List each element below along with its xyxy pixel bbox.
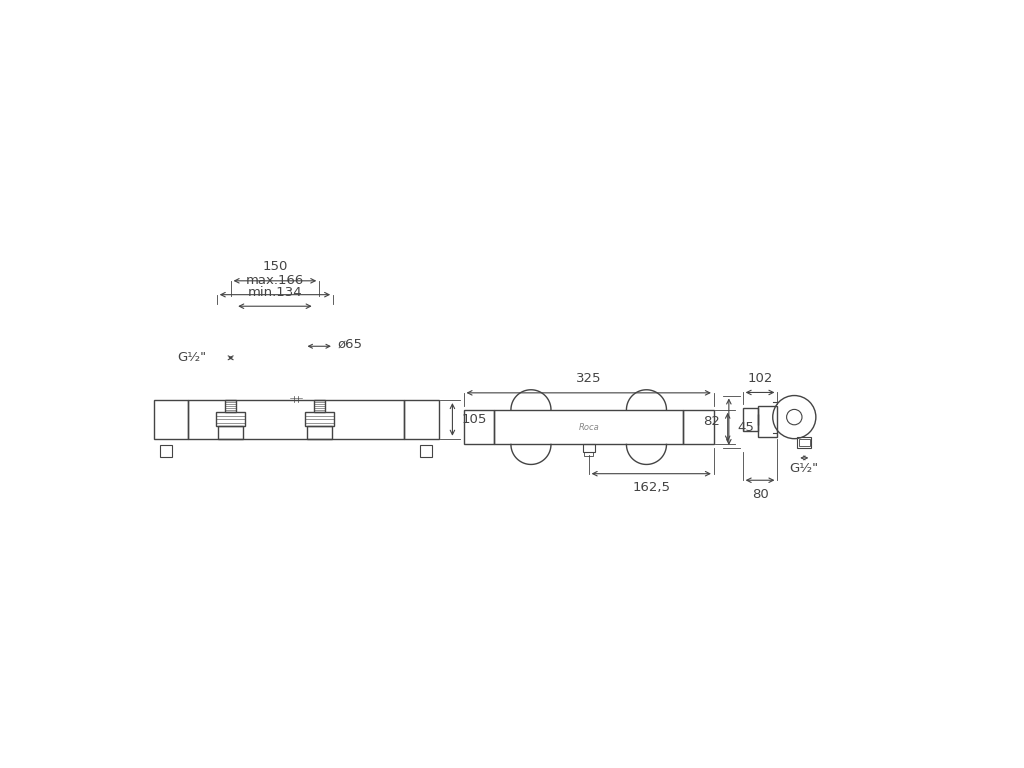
Text: 80: 80 bbox=[752, 488, 768, 501]
Text: 105: 105 bbox=[462, 413, 487, 426]
Text: 102: 102 bbox=[748, 372, 773, 385]
Text: 150: 150 bbox=[262, 260, 288, 273]
Bar bbox=[225, 400, 237, 412]
Text: 45: 45 bbox=[737, 421, 754, 434]
Bar bbox=[495, 410, 683, 445]
Text: G¹⁄₂": G¹⁄₂" bbox=[177, 351, 206, 364]
Bar bbox=[188, 400, 403, 439]
Text: max.166: max.166 bbox=[246, 274, 304, 287]
Bar bbox=[742, 408, 758, 431]
Bar bbox=[218, 426, 243, 439]
Text: Roca: Roca bbox=[579, 422, 599, 432]
Bar bbox=[799, 439, 810, 446]
Bar bbox=[683, 410, 714, 445]
Text: min.134: min.134 bbox=[248, 286, 302, 299]
Bar bbox=[758, 406, 777, 437]
Bar bbox=[420, 445, 432, 457]
Bar bbox=[798, 437, 811, 448]
Bar bbox=[583, 445, 595, 452]
Bar bbox=[307, 426, 332, 439]
Bar bbox=[403, 400, 438, 439]
Bar bbox=[313, 400, 325, 412]
Text: G¹⁄₂": G¹⁄₂" bbox=[790, 462, 819, 475]
Bar bbox=[160, 445, 172, 457]
Bar bbox=[154, 400, 188, 439]
Bar bbox=[584, 452, 593, 456]
Bar bbox=[216, 412, 246, 426]
Text: 325: 325 bbox=[575, 372, 601, 385]
Bar bbox=[304, 412, 334, 426]
Text: ø65: ø65 bbox=[338, 337, 362, 350]
Bar bbox=[464, 410, 495, 445]
Text: 82: 82 bbox=[702, 415, 720, 429]
Text: 162,5: 162,5 bbox=[632, 482, 671, 495]
